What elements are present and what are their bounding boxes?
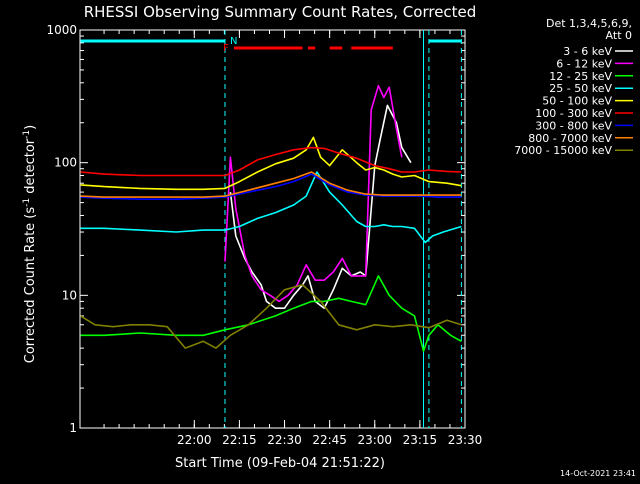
x-tick-label: 22:15: [222, 433, 257, 447]
series-line: [80, 171, 462, 244]
y-axis-label-main: Corrected Count Rate (s: [23, 207, 38, 364]
series-line: [80, 284, 462, 349]
y-axis-label-sup2: -1: [22, 130, 32, 139]
series-line: [224, 84, 403, 303]
legend-label: 3 - 6 keV: [563, 45, 612, 58]
legend-header-2: Att 0: [606, 29, 632, 42]
y-axis-label-sup1: -1: [22, 198, 32, 207]
legend-label: 6 - 12 keV: [556, 57, 612, 70]
legend-header-1: Det 1,3,4,5,6,9,: [546, 17, 632, 30]
legend-label: 50 - 100 keV: [542, 95, 612, 108]
y-axis-label-mid: detector: [23, 138, 38, 198]
x-tick-label: 22:45: [312, 433, 347, 447]
series-line: [80, 171, 462, 198]
y-axis-label-end: ): [23, 125, 38, 130]
x-tick-label: 23:00: [357, 433, 392, 447]
series-line: [80, 173, 462, 200]
series-line: [80, 146, 462, 177]
y-tick-label: 100: [54, 156, 77, 170]
y-tick-label: 10: [62, 288, 77, 302]
legend-label: 25 - 50 keV: [549, 82, 612, 95]
plot-area: 1 10 100 1000 22:00 22:15 22:30 22:45 23:00 23:15…: [46, 23, 482, 447]
legend-label: 7000 - 15000 keV: [514, 144, 612, 157]
x-axis-label: Start Time (09-Feb-04 21:51:22): [175, 456, 385, 471]
timestamp: 14-Oct-2021 23:41: [560, 469, 636, 478]
plot-frame: [79, 29, 466, 429]
flare-label: F: [223, 43, 229, 54]
y-tick-label: 1: [69, 421, 77, 435]
legend-label: 12 - 25 keV: [549, 70, 612, 83]
x-tick-label: 23:30: [448, 433, 483, 447]
x-tick-label: 22:30: [267, 433, 302, 447]
series-line: [229, 104, 412, 309]
chart-title: RHESSI Observing Summary Count Rates, Co…: [84, 3, 477, 21]
x-tick-label: 22:00: [177, 433, 212, 447]
series-line: [80, 275, 462, 352]
y-tick-label: 1000: [46, 23, 77, 37]
x-tick-label: 23:15: [403, 433, 438, 447]
y-axis-label: Corrected Count Rate (s-1 detector-1): [22, 125, 38, 363]
legend-label: 100 - 300 keV: [535, 107, 612, 120]
legend-label: 800 - 7000 keV: [528, 132, 612, 145]
legend-label: 300 - 800 keV: [535, 119, 612, 132]
series-line: [80, 136, 462, 191]
night-label: N: [230, 36, 237, 47]
